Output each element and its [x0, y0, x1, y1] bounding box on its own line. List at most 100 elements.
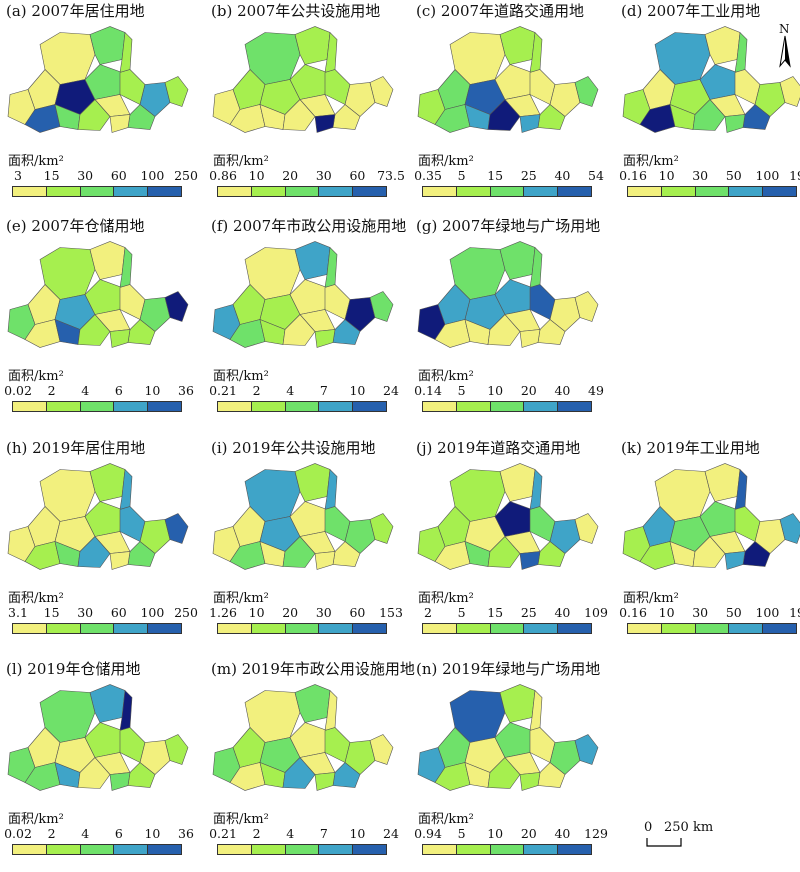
legend-swatch: [661, 187, 696, 196]
map-panel: (l) 2019年仓储用地 面积/km² 0.02 2 4 6 10 36: [0, 658, 200, 872]
choropleth-map: [7, 26, 189, 133]
scale-bar-line: [646, 838, 682, 847]
legend-swatch: [423, 624, 457, 633]
legend-tick-label: 192: [789, 168, 800, 183]
map-region: [282, 757, 316, 789]
panel-title: (c) 2007年道路交通用地: [416, 2, 585, 20]
legend-swatch: [80, 402, 115, 411]
map-panel: (e) 2007年仓储用地 面积/km² 0.02 2 4 6 10 36: [0, 215, 200, 429]
legend-unit: 面积/km²: [8, 591, 64, 606]
map-region: [164, 76, 189, 107]
legend-swatch: [13, 402, 47, 411]
map-region: [519, 772, 541, 791]
map-region: [314, 114, 336, 133]
north-label: N: [779, 22, 790, 36]
choropleth-map: [622, 26, 800, 133]
legend-swatch: [319, 187, 354, 196]
map-region: [704, 463, 741, 502]
map-region: [434, 104, 471, 133]
legend-swatch: [524, 187, 559, 196]
choropleth-map: [7, 241, 189, 348]
legend-tick-label: 25: [520, 605, 537, 620]
legend-swatch: [13, 624, 47, 633]
legend-swatch: [661, 624, 696, 633]
panel-title: (g) 2007年绿地与广场用地: [416, 217, 601, 235]
map-region: [529, 689, 543, 731]
legend-unit: 面积/km²: [418, 591, 474, 606]
legend-tick-label: 4: [81, 826, 90, 841]
scale-zero: 0: [644, 820, 653, 835]
legend-tick-label: 25: [520, 168, 537, 183]
map-region: [529, 246, 543, 288]
choropleth-map: [212, 241, 394, 348]
map-region: [369, 513, 394, 544]
legend-tick-label: 73.5: [377, 168, 405, 183]
legend-tick-label: 60: [110, 605, 127, 620]
panel-title: (l) 2019年仓储用地: [6, 660, 141, 678]
legend-swatch: [490, 845, 525, 854]
legend-swatch: [729, 624, 764, 633]
map-region: [487, 757, 521, 789]
map-region: [692, 99, 726, 131]
legend-swatch: [695, 624, 730, 633]
map-region: [119, 468, 133, 510]
map-region: [294, 684, 331, 723]
legend-swatch: [558, 845, 591, 854]
panel-title: (f) 2007年市政公用设施用地: [211, 217, 407, 235]
map-region: [324, 31, 338, 73]
legend-tick-label: 3: [14, 168, 22, 183]
legend-tick-label: 129: [584, 826, 608, 841]
legend-tick-label: 50: [725, 605, 742, 620]
map-region: [519, 551, 541, 570]
map-region: [434, 541, 471, 570]
legend-tick-label: 0.94: [414, 826, 442, 841]
legend-swatch: [218, 845, 252, 854]
legend-swatch: [285, 402, 320, 411]
map-region: [119, 31, 133, 73]
legend-unit: 面积/km²: [213, 812, 269, 827]
legend-tick-label: 20: [282, 605, 299, 620]
legend-color-bar: [422, 186, 592, 197]
legend-tick-label: 30: [315, 168, 332, 183]
map-region: [734, 31, 748, 73]
legend-swatch: [218, 624, 252, 633]
map-region: [724, 114, 746, 133]
map-region: [499, 463, 536, 502]
legend-tick-label: 10: [144, 826, 161, 841]
map-region: [779, 76, 800, 107]
map-region: [519, 114, 541, 133]
legend-ticks: 0.21 2 4 7 10 24: [209, 826, 401, 842]
map-panel: (i) 2019年公共设施用地 面积/km² 1.26 10 20 30 60 153: [205, 437, 405, 651]
legend-tick-label: 0.86: [209, 168, 237, 183]
legend-ticks: 0.02 2 4 6 10 36: [4, 826, 196, 842]
legend-swatch: [285, 187, 320, 196]
panel-title: (k) 2019年工业用地: [621, 439, 760, 457]
legend-tick-label: 100: [140, 605, 165, 620]
legend-tick-label: 40: [554, 826, 571, 841]
choropleth-map: [212, 463, 394, 570]
legend-swatch: [251, 402, 286, 411]
legend-tick-label: 5: [457, 168, 466, 183]
panel-title: (b) 2007年公共设施用地: [211, 2, 381, 20]
legend-swatch: [46, 187, 81, 196]
legend-tick-label: 100: [140, 168, 165, 183]
legend-swatch: [148, 845, 181, 854]
legend-swatch: [251, 187, 286, 196]
map-region: [574, 291, 599, 322]
map-region: [294, 26, 331, 65]
legend-swatch: [763, 624, 796, 633]
legend-tick-label: 2: [47, 383, 56, 398]
map-region: [779, 513, 800, 544]
legend-swatch: [13, 845, 47, 854]
legend-swatch: [524, 402, 559, 411]
legend-swatch: [763, 187, 796, 196]
legend-tick-label: 2: [47, 826, 56, 841]
legend-swatch: [558, 402, 591, 411]
legend-swatch: [456, 845, 491, 854]
legend-swatch: [114, 845, 149, 854]
map-region: [164, 513, 189, 544]
legend-swatch: [524, 624, 559, 633]
legend-tick-label: 6: [114, 383, 123, 398]
map-region: [119, 689, 133, 731]
map-panel: (n) 2019年绿地与广场用地 面积/km² 0.94 5 10 20 40 129: [410, 658, 610, 872]
